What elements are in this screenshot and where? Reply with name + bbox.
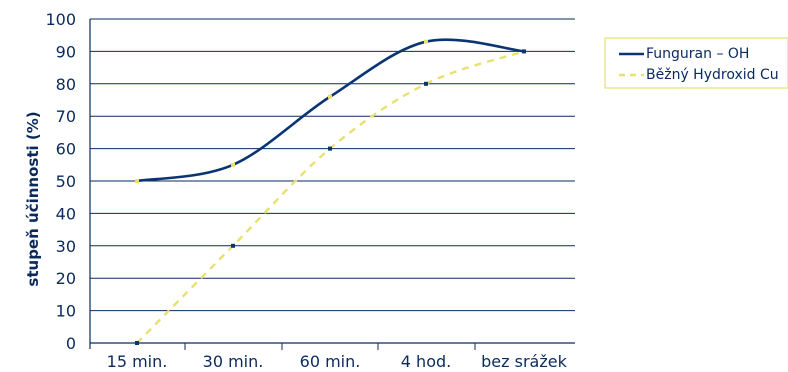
marker-layer <box>135 40 526 345</box>
data-point-series-1-0 <box>135 341 139 345</box>
y-tick-label-30: 30 <box>56 237 76 256</box>
data-point-series-0-3 <box>424 40 428 44</box>
x-tick-label-2: 60 min. <box>300 352 361 371</box>
x-tick-label-4: bez srážek <box>481 352 567 371</box>
y-axis-title: stupeň účinnosti (%) <box>24 111 42 286</box>
y-tick-label-100: 100 <box>45 10 76 29</box>
grid-layer <box>90 19 575 343</box>
data-point-series-1-4 <box>522 49 526 53</box>
y-tick-label-20: 20 <box>56 269 76 288</box>
y-tick-label-50: 50 <box>56 172 76 191</box>
data-point-series-1-1 <box>231 244 235 248</box>
x-tick-label-3: 4 hod. <box>401 352 451 371</box>
x-tick-label-1: 30 min. <box>203 352 264 371</box>
axis-layer: 0 10 20 30 40 50 60 70 80 90 100 15 min. 30 min. 60 m… <box>45 10 575 371</box>
y-tick-label-60: 60 <box>56 140 76 159</box>
y-tick-label-0: 0 <box>66 334 76 353</box>
data-point-series-1-3 <box>424 82 428 86</box>
series-layer <box>137 40 524 343</box>
data-point-series-1-2 <box>328 147 332 151</box>
series-line-0 <box>137 40 524 181</box>
data-point-series-0-2 <box>328 95 332 99</box>
data-point-series-0-0 <box>135 179 139 183</box>
legend: Funguran – OH Běžný Hydroxid Cu <box>605 38 788 88</box>
x-tick-label-0: 15 min. <box>107 352 168 371</box>
y-tick-label-80: 80 <box>56 75 76 94</box>
legend-label-series-1: Běžný Hydroxid Cu <box>646 67 779 83</box>
y-tick-label-70: 70 <box>56 107 76 126</box>
y-tick-label-40: 40 <box>56 204 76 223</box>
y-tick-label-90: 90 <box>56 42 76 61</box>
data-point-series-0-1 <box>231 163 235 167</box>
legend-label-series-0: Funguran – OH <box>646 46 749 62</box>
y-tick-label-10: 10 <box>56 302 76 321</box>
